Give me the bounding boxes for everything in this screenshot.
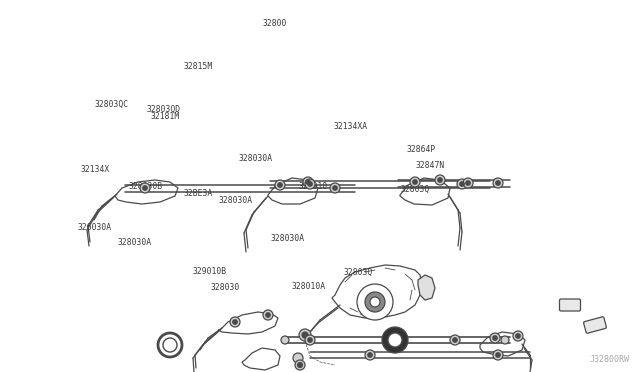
- Circle shape: [278, 183, 282, 187]
- Text: 32803QD: 32803QD: [146, 105, 180, 114]
- Circle shape: [452, 338, 457, 342]
- Circle shape: [266, 313, 270, 317]
- Circle shape: [303, 177, 313, 187]
- Text: 32803Q: 32803Q: [400, 185, 429, 194]
- Circle shape: [305, 179, 315, 189]
- Circle shape: [140, 183, 150, 193]
- Text: 326030A: 326030A: [77, 223, 112, 232]
- Text: 32134XA: 32134XA: [333, 122, 368, 131]
- Circle shape: [365, 292, 385, 312]
- Circle shape: [493, 350, 503, 360]
- Circle shape: [410, 177, 420, 187]
- Circle shape: [305, 335, 315, 345]
- Text: 328030A: 328030A: [117, 238, 152, 247]
- Circle shape: [466, 181, 470, 185]
- Text: 32847N: 32847N: [415, 161, 445, 170]
- Circle shape: [493, 178, 503, 188]
- Text: 32803QC: 32803QC: [95, 100, 129, 109]
- Text: 328030A: 328030A: [218, 196, 253, 205]
- Text: 328030: 328030: [211, 283, 240, 292]
- Text: 328030A: 328030A: [239, 154, 273, 163]
- FancyBboxPatch shape: [584, 317, 606, 333]
- Circle shape: [450, 335, 460, 345]
- Circle shape: [302, 332, 308, 338]
- Circle shape: [493, 336, 497, 340]
- Circle shape: [263, 310, 273, 320]
- Circle shape: [298, 362, 303, 368]
- Circle shape: [299, 329, 311, 341]
- Text: 32864P: 32864P: [406, 145, 436, 154]
- Circle shape: [275, 180, 285, 190]
- Circle shape: [306, 180, 310, 184]
- Circle shape: [457, 179, 467, 189]
- Circle shape: [143, 186, 147, 190]
- Circle shape: [413, 180, 417, 184]
- Text: 32134X: 32134X: [80, 165, 109, 174]
- Circle shape: [460, 182, 464, 186]
- Text: 32181M: 32181M: [150, 112, 180, 121]
- Text: 329010B: 329010B: [193, 267, 227, 276]
- Text: 32803Q: 32803Q: [344, 268, 373, 277]
- Circle shape: [513, 331, 523, 341]
- Circle shape: [293, 353, 303, 363]
- Circle shape: [438, 178, 442, 182]
- Circle shape: [230, 317, 240, 327]
- FancyBboxPatch shape: [559, 299, 580, 311]
- Circle shape: [490, 333, 500, 343]
- Circle shape: [496, 353, 500, 357]
- Text: 32815M: 32815M: [184, 62, 213, 71]
- Circle shape: [501, 336, 509, 344]
- Text: 328030A: 328030A: [271, 234, 305, 243]
- Circle shape: [463, 178, 473, 188]
- Text: 32BE3A: 32BE3A: [184, 189, 213, 198]
- Circle shape: [233, 320, 237, 324]
- Circle shape: [435, 175, 445, 185]
- Circle shape: [330, 183, 340, 193]
- Circle shape: [370, 297, 380, 307]
- Circle shape: [308, 182, 312, 186]
- Circle shape: [281, 336, 289, 344]
- Text: 328010A: 328010A: [291, 282, 326, 291]
- Circle shape: [516, 334, 520, 338]
- Circle shape: [308, 338, 312, 342]
- Circle shape: [333, 186, 337, 190]
- Polygon shape: [418, 275, 435, 300]
- Text: 32800: 32800: [263, 19, 287, 28]
- Circle shape: [388, 333, 402, 347]
- Circle shape: [357, 284, 393, 320]
- Circle shape: [382, 327, 408, 353]
- Circle shape: [496, 181, 500, 185]
- Circle shape: [295, 360, 305, 370]
- Text: 328030B: 328030B: [129, 182, 163, 191]
- Text: J32800RW: J32800RW: [590, 355, 630, 364]
- Text: 328010: 328010: [299, 182, 328, 191]
- Circle shape: [365, 350, 375, 360]
- Circle shape: [368, 353, 372, 357]
